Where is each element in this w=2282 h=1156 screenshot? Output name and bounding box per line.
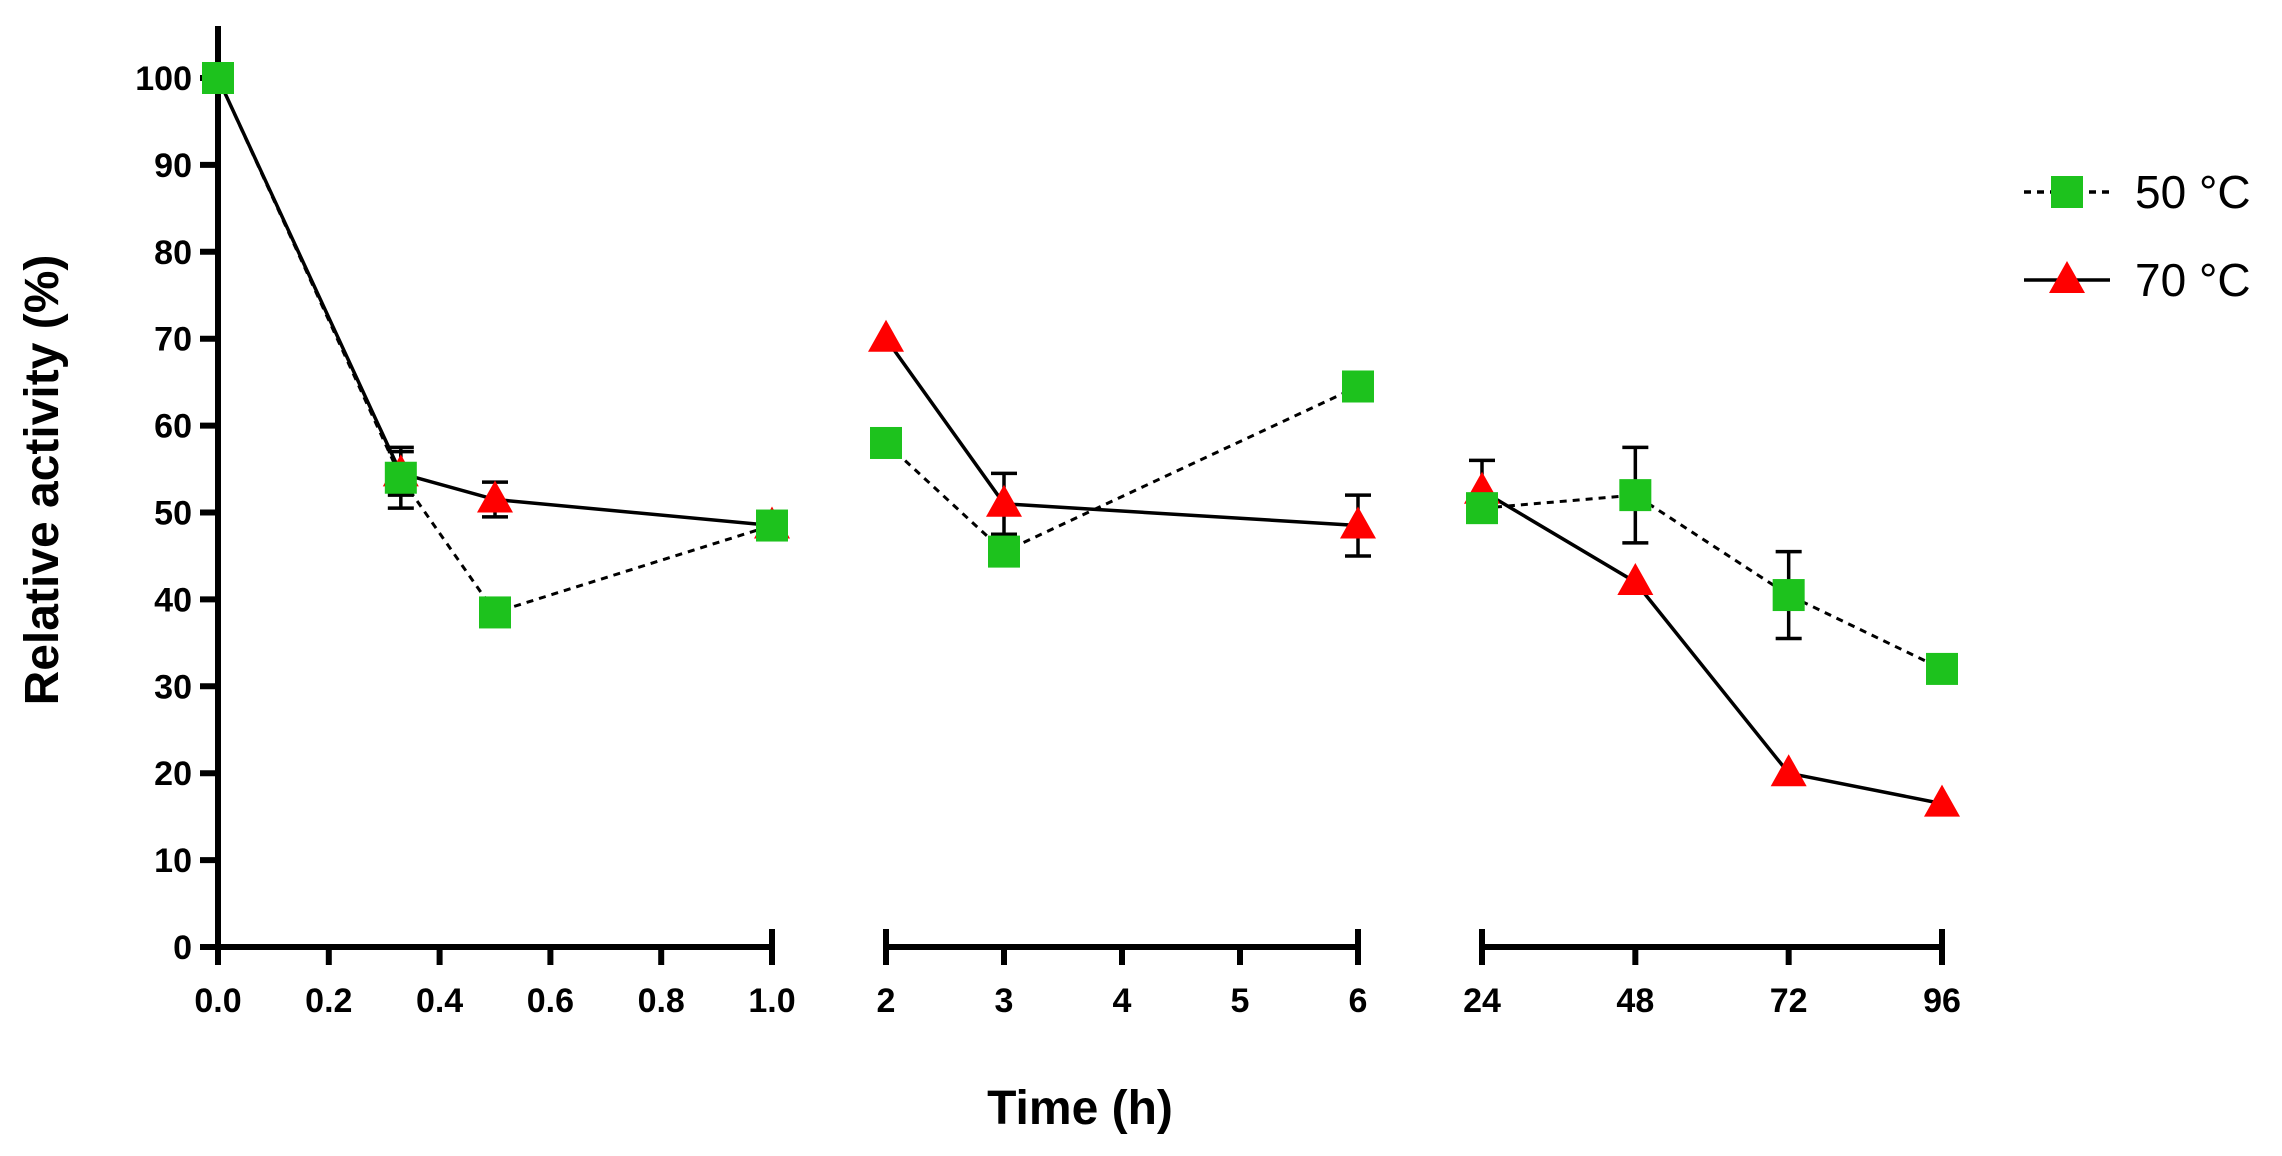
x-tick-label: 4 <box>1113 982 1132 1020</box>
legend-label: 70 °C <box>2135 254 2251 306</box>
x-tick-label: 1.0 <box>748 982 795 1020</box>
legend-label: 50 °C <box>2135 166 2251 218</box>
data-point <box>868 319 904 352</box>
data-point <box>1340 506 1376 539</box>
y-tick-label: 80 <box>154 234 192 272</box>
x-tick-label: 24 <box>1463 982 1501 1020</box>
x-tick-label: 2 <box>877 982 896 1020</box>
x-axis-title: Time (h) <box>987 1082 1173 1135</box>
y-tick-label: 100 <box>135 60 192 98</box>
data-point <box>988 535 1020 568</box>
data-point <box>1772 579 1805 612</box>
data-point <box>477 480 513 513</box>
x-tick-label: 6 <box>1349 982 1368 1020</box>
series-1 <box>216 77 1943 671</box>
series-line <box>884 385 1359 554</box>
data-point <box>986 484 1022 517</box>
y-tick-label: 30 <box>154 668 192 706</box>
data-point <box>1342 370 1374 403</box>
y-tick-label: 0 <box>173 929 192 967</box>
series-line <box>1481 493 1943 671</box>
y-tick-label: 90 <box>154 147 192 185</box>
y-axis-title: Relative activity (%) <box>16 255 69 706</box>
data-point <box>479 596 511 629</box>
x-tick-label: 0.2 <box>305 982 352 1020</box>
y-tick-label: 10 <box>154 842 192 880</box>
x-tick-label: 0.6 <box>527 982 574 1020</box>
data-point <box>870 426 902 459</box>
data-point <box>756 509 788 542</box>
legend-marker <box>2049 261 2085 293</box>
legend-marker <box>2051 176 2083 208</box>
data-point <box>1770 754 1807 787</box>
x-tick-label: 3 <box>995 982 1014 1020</box>
data-point <box>1466 492 1498 525</box>
x-tick-label: 0.0 <box>194 982 241 1020</box>
x-tick-label: 96 <box>1923 982 1961 1020</box>
series-line <box>1481 489 1943 806</box>
data-point <box>384 461 417 494</box>
y-tick-label: 50 <box>154 495 192 533</box>
data-point <box>1924 784 1960 817</box>
x-tick-label: 0.4 <box>416 982 463 1020</box>
y-tick-label: 60 <box>154 408 192 446</box>
data-point <box>1617 563 1654 596</box>
legend: 50 °C 70 °C <box>2024 166 2251 306</box>
x-tick-label: 0.8 <box>638 982 685 1020</box>
series-line <box>216 77 773 528</box>
x-tick-label: 5 <box>1231 982 1250 1020</box>
data-point <box>202 62 234 94</box>
y-tick-label: 40 <box>154 581 192 619</box>
series-2 <box>216 77 1943 806</box>
y-tick-label: 20 <box>154 755 192 793</box>
data-point <box>1926 652 1958 685</box>
data-point <box>1619 479 1652 512</box>
x-tick-label: 72 <box>1770 982 1808 1020</box>
series-line <box>216 77 773 615</box>
y-tick-label: 70 <box>154 321 192 359</box>
x-tick-label: 48 <box>1616 982 1654 1020</box>
